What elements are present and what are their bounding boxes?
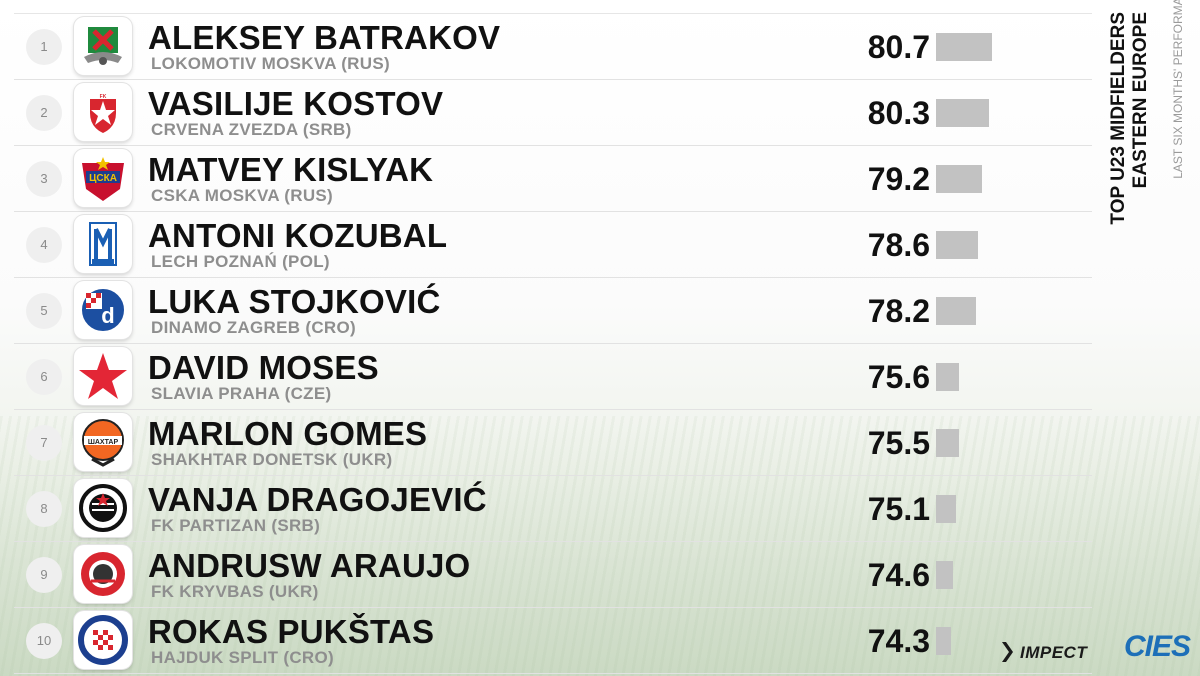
club-name: CSKA MOSKVA (RUS) (151, 186, 334, 205)
ranking-row: 8 VANJA DRAGOJEVIĆ FK PARTIZAN (SRB) 75.1 (14, 476, 1092, 542)
hajduk-icon (74, 611, 132, 669)
player-name: MARLON GOMES (148, 415, 428, 452)
player-name: MATVEY KISLYAK (148, 151, 434, 188)
dinamo-zagreb-icon: d (74, 281, 132, 339)
rank-badge: 2 (26, 95, 62, 131)
player-name: LUKA STOJKOVIĆ (148, 283, 441, 320)
shakhtar-icon: ШАХТАР (74, 413, 132, 471)
club-name: SLAVIA PRAHA (CZE) (151, 384, 332, 403)
score-value: 78.2 (867, 293, 930, 329)
player-name: ALEKSEY BATRAKOV (148, 19, 501, 56)
score-value: 75.5 (867, 425, 930, 461)
score-bar (936, 99, 989, 127)
score-bar (936, 561, 953, 589)
svg-text:ШАХТАР: ШАХТАР (88, 439, 119, 446)
ranking-row: 5 d LUKA STOJKOVIĆ DINAMO ZAGREB (CRO) 78.2 (14, 278, 1092, 344)
rank-badge: 4 (26, 227, 62, 263)
score-bar (936, 429, 959, 457)
chart-subtitle: LAST SIX MONTHS' PERFORMANCE (1171, 0, 1185, 179)
ranking-row: 4 ANTONI KOZUBAL LECH POZNAŃ (POL) 78.6 (14, 212, 1092, 278)
club-name: LOKOMOTIV MOSKVA (RUS) (151, 54, 390, 73)
club-name: HAJDUK SPLIT (CRO) (151, 648, 334, 667)
score-value: 80.3 (867, 95, 930, 131)
svg-text:ЦСКА: ЦСКА (89, 173, 117, 184)
score-value: 80.7 (867, 29, 930, 65)
partizan-icon (74, 479, 132, 537)
score-value: 75.6 (867, 359, 930, 395)
player-name: VASILIJE KOSTOV (148, 85, 444, 122)
club-name: SHAKHTAR DONETSK (UKR) (151, 450, 393, 469)
impect-wordmark: IMPECT (1020, 643, 1088, 662)
score-value: 74.6 (867, 557, 930, 593)
rank-badge: 3 (26, 161, 62, 197)
score-value: 75.1 (867, 491, 930, 527)
score-bar (936, 33, 992, 61)
club-name: FK KRYVBAS (UKR) (151, 582, 319, 601)
club-name: DINAMO ZAGREB (CRO) (151, 318, 356, 337)
score-bar (936, 231, 978, 259)
svg-text:FK: FK (100, 94, 107, 100)
score-bar (936, 297, 976, 325)
title-line-1: TOP U23 MIDFIELDERS (1108, 12, 1129, 225)
score-value: 79.2 (867, 161, 930, 197)
lech-poznan-icon (74, 215, 132, 273)
player-name: ANTONI KOZUBAL (148, 217, 448, 254)
title-line-2: EASTERN EUROPE (1130, 12, 1151, 189)
score-bar (936, 495, 956, 523)
ranking-row: 6 DAVID MOSES SLAVIA PRAHA (CZE) 75.6 (14, 344, 1092, 410)
rank-badge: 6 (26, 359, 62, 395)
club-name: LECH POZNAŃ (POL) (151, 252, 330, 271)
chart-title-block: TOP U23 MIDFIELDERS EASTERN EUROPE LAST … (1108, 0, 1185, 262)
lokomotiv-icon (74, 17, 132, 75)
club-name: CRVENA ZVEZDA (SRB) (151, 120, 352, 139)
ranking-row: 10 ROKAS PUKŠTAS HAJDUK SPLIT (CRO) 74.3 (14, 608, 1092, 674)
score-bar (936, 165, 982, 193)
score-value: 78.6 (867, 227, 930, 263)
kryvbas-icon (74, 545, 132, 603)
score-value: 74.3 (867, 623, 930, 659)
ranking-row: 2 FK VASILIJE KOSTOV CRVENA ZVEZDA (SRB) 80.… (14, 80, 1092, 146)
club-name: FK PARTIZAN (SRB) (151, 516, 321, 535)
player-name: DAVID MOSES (148, 349, 379, 386)
player-name: VANJA DRAGOJEVIĆ (148, 481, 487, 518)
player-name: ANDRUSW ARAUJO (148, 547, 471, 584)
rank-badge: 10 (26, 623, 62, 659)
rank-badge: 5 (26, 293, 62, 329)
rank-badge: 1 (26, 29, 62, 65)
ranking-row: 9 ANDRUSW ARAUJO FK KRYVBAS (UKR) 74.6 (14, 542, 1092, 608)
impect-logo: IMPECT (1000, 638, 1112, 666)
ranking-row: 7 ШАХТАР MARLON GOMES SHAKHTAR DONETSK (UKR… (14, 410, 1092, 476)
score-bar (936, 627, 951, 655)
rank-badge: 8 (26, 491, 62, 527)
ranking-row: 3 ЦСКА MATVEY KISLYAK CSKA MOSKVA (RUS) 79.2 (14, 146, 1092, 212)
impect-mark-icon (1002, 642, 1013, 662)
svg-text:d: d (101, 303, 114, 328)
score-bar (936, 363, 959, 391)
player-name: ROKAS PUKŠTAS (148, 613, 435, 650)
ranking-list: 1 ALEKSEY BATRAKOV LOKOMOTIV MOSKVA (RUS) 8… (14, 13, 1092, 674)
slavia-star-icon (74, 347, 132, 405)
cies-logo: CIES (1124, 630, 1191, 663)
rank-badge: 9 (26, 557, 62, 593)
ranking-row: 1 ALEKSEY BATRAKOV LOKOMOTIV MOSKVA (RUS) 8… (14, 13, 1092, 80)
crvena-zvezda-icon: FK (74, 83, 132, 141)
rank-badge: 7 (26, 425, 62, 461)
cska-icon: ЦСКА (74, 149, 132, 207)
